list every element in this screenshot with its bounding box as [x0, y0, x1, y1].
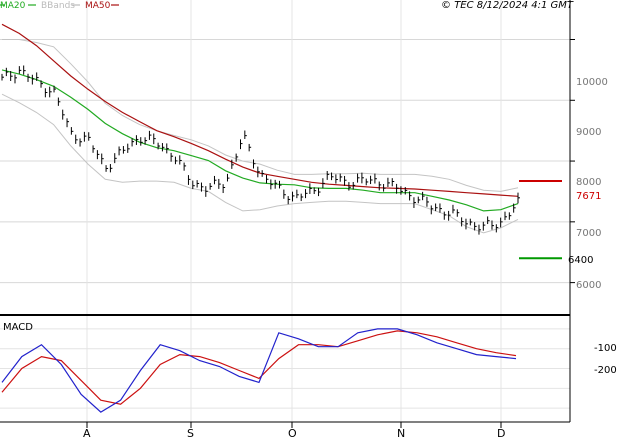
- legend: MA20 BBands MA50: [0, 1, 119, 11]
- y-tick-label: 8000: [576, 177, 601, 188]
- x-tick-label: D: [497, 427, 505, 440]
- ma50-line: [1, 23, 519, 197]
- macd-line: [1, 328, 517, 413]
- copyright-label: © TEC 8/12/2024 4:1 GMT: [441, 0, 574, 11]
- x-tick-label: O: [288, 427, 297, 440]
- price-panel: [1, 23, 562, 260]
- legend-ma50: MA50: [85, 1, 111, 11]
- y-tick-label: 9000: [576, 127, 601, 138]
- support-label: 6400: [568, 255, 593, 266]
- legend-bbands: BBands: [41, 1, 75, 11]
- y-tick-label: 10000: [576, 77, 608, 88]
- ma20-line: [1, 69, 519, 212]
- macd-title: MACD: [3, 322, 33, 333]
- resistance-label: 7671: [576, 191, 601, 202]
- y-tick-label: 6000: [576, 280, 601, 291]
- macd-panel: [1, 328, 517, 413]
- y-tick-label: 7000: [576, 228, 601, 239]
- axes: [0, 0, 575, 428]
- legend-ma20: MA20: [0, 1, 26, 11]
- x-tick-label: N: [397, 427, 405, 440]
- macd-signal-line: [1, 330, 517, 405]
- bbands-upper-line: [2, 39, 519, 192]
- macd-y-tick-label: -100: [594, 343, 617, 354]
- x-tick-label: A: [83, 427, 91, 440]
- bbands-lower-line: [1, 93, 519, 234]
- macd-y-tick-label: -200: [594, 365, 617, 376]
- x-tick-label: S: [187, 427, 194, 440]
- grid: [0, 0, 570, 422]
- price-plot-area: [0, 0, 570, 313]
